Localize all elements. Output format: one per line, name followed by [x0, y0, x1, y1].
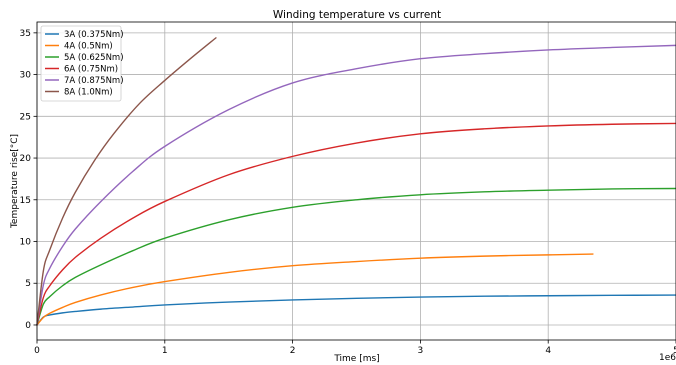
series-line	[36, 253, 594, 326]
series-line	[36, 37, 217, 326]
x-tick-label: 1	[162, 346, 168, 356]
y-tick-label: 10	[20, 238, 32, 248]
series-line	[36, 44, 676, 326]
y-axis-label: Temperature rise[°C]	[10, 134, 20, 229]
series-line	[36, 122, 676, 326]
legend-label: 4A (0.5Nm)	[64, 42, 113, 52]
y-tick-label: 35	[20, 29, 31, 39]
y-tick-label: 0	[25, 321, 31, 331]
legend: 3A (0.375Nm) 4A (0.5Nm)5A (0.625Nm) 6A (0.…	[40, 25, 124, 102]
axis-ticks: 0 1 2 3 4 5 0 5 10 15 20 25 30 35	[20, 29, 676, 356]
x-axis-label: Time [ms]	[333, 354, 379, 364]
y-tick-label: 30	[20, 71, 32, 81]
series-line	[36, 187, 676, 326]
x-tick-label: 0	[34, 346, 40, 356]
y-tick-label: 15	[20, 196, 31, 206]
series-line	[36, 294, 676, 326]
plot-frame	[36, 21, 676, 341]
legend-box	[40, 25, 122, 102]
legend-label: 6A (0.75Nm)	[64, 65, 118, 75]
legend-label: 3A (0.375Nm)	[64, 30, 124, 40]
legend-label: 5A (0.625Nm)	[64, 53, 124, 63]
chart-title: Winding temperature vs current	[273, 9, 441, 21]
x-tick-label: 3	[418, 346, 424, 356]
y-tick-label: 5	[25, 279, 31, 289]
y-tick-label: 20	[20, 154, 32, 164]
grid	[36, 22, 676, 340]
series-layer	[36, 37, 676, 326]
x-axis-offset-label: 1e6	[659, 353, 676, 363]
legend-label: 7A (0.875Nm)	[64, 76, 124, 86]
y-tick-label: 25	[20, 112, 31, 122]
x-tick-label: 4	[545, 346, 551, 356]
x-tick-label: 5	[673, 346, 676, 356]
x-tick-label: 2	[290, 346, 296, 356]
legend-label: 8A (1.0Nm)	[64, 88, 113, 98]
